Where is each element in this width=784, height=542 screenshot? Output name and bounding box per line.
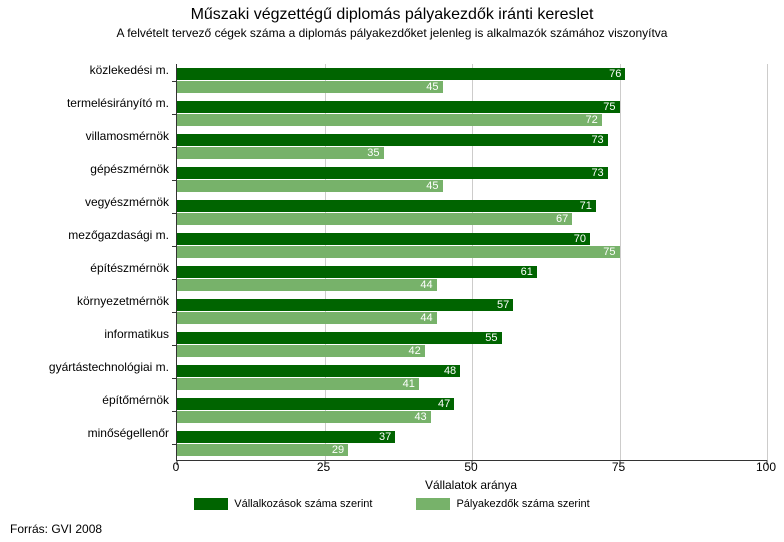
bar-value-label: 73 — [591, 134, 603, 146]
category-row: minőségellenőr3729 — [177, 427, 767, 460]
bar: 42 — [177, 345, 425, 357]
bar: 45 — [177, 81, 443, 93]
y-axis-label: környezetmérnök — [77, 285, 177, 318]
y-axis-label: gépészmérnök — [90, 153, 177, 186]
bar-value-label: 44 — [420, 279, 432, 291]
x-axis-ticks: 0255075100 — [176, 460, 766, 478]
bar: 37 — [177, 431, 395, 443]
bar: 44 — [177, 312, 437, 324]
x-tick-label: 50 — [464, 460, 477, 474]
y-axis-label: villamosmérnök — [86, 120, 177, 153]
legend: Vállalkozások száma szerint Pályakezdők s… — [0, 498, 784, 510]
bar-value-label: 73 — [591, 167, 603, 179]
bar: 72 — [177, 114, 602, 126]
bar: 75 — [177, 246, 620, 258]
x-tick-label: 75 — [612, 460, 625, 474]
bar: 73 — [177, 134, 608, 146]
x-tick-label: 100 — [756, 460, 776, 474]
bar: 67 — [177, 213, 572, 225]
bar-value-label: 71 — [580, 200, 592, 212]
category-row: gyártástechnológiai m.4841 — [177, 361, 767, 394]
category-row: villamosmérnök7335 — [177, 130, 767, 163]
bar-value-label: 29 — [332, 444, 344, 456]
category-row: közlekedési m.7645 — [177, 64, 767, 97]
bar: 70 — [177, 233, 590, 245]
y-axis-label: informatikus — [104, 318, 177, 351]
legend-swatch — [416, 498, 450, 510]
legend-item: Vállalkozások száma szerint — [194, 498, 372, 510]
legend-label: Vállalkozások száma szerint — [234, 498, 372, 510]
bar-value-label: 42 — [409, 345, 421, 357]
chart-subtitle: A felvételt tervező cégek száma a diplom… — [0, 24, 784, 44]
bar-value-label: 75 — [603, 101, 615, 113]
x-axis-title: Vállalatok aránya — [176, 478, 766, 492]
bar-value-label: 75 — [603, 246, 615, 258]
bar: 44 — [177, 279, 437, 291]
category-row: gépészmérnök7345 — [177, 163, 767, 196]
bar-value-label: 47 — [438, 398, 450, 410]
category-row: mezőgazdasági m.7075 — [177, 229, 767, 262]
bar-value-label: 45 — [426, 81, 438, 93]
legend-swatch — [194, 498, 228, 510]
bar-value-label: 43 — [414, 411, 426, 423]
bar-value-label: 37 — [379, 431, 391, 443]
bar-value-label: 72 — [586, 114, 598, 126]
gridline — [767, 64, 768, 460]
bar: 73 — [177, 167, 608, 179]
source-text: Forrás: GVI 2008 — [10, 522, 102, 536]
bar: 75 — [177, 101, 620, 113]
bar: 47 — [177, 398, 454, 410]
bar: 41 — [177, 378, 419, 390]
legend-item: Pályakezdők száma szerint — [416, 498, 589, 510]
chart-title: Műszaki végzettégű diplomás pályakezdők … — [0, 0, 784, 24]
bar-value-label: 48 — [444, 365, 456, 377]
bar: 57 — [177, 299, 513, 311]
category-row: termelésirányító m.7572 — [177, 97, 767, 130]
category-row: informatikus5542 — [177, 328, 767, 361]
y-axis-label: mezőgazdasági m. — [68, 219, 177, 252]
bar: 76 — [177, 68, 625, 80]
y-axis-label: minőségellenőr — [88, 417, 177, 450]
bar-value-label: 44 — [420, 312, 432, 324]
y-axis-label: gyártástechnológiai m. — [49, 351, 177, 384]
bar-value-label: 35 — [367, 147, 379, 159]
category-row: építészmérnök6144 — [177, 262, 767, 295]
bar: 55 — [177, 332, 502, 344]
legend-label: Pályakezdők száma szerint — [456, 498, 589, 510]
bar: 45 — [177, 180, 443, 192]
bar: 43 — [177, 411, 431, 423]
bar-value-label: 57 — [497, 299, 509, 311]
bar-value-label: 70 — [574, 233, 586, 245]
category-row: vegyészmérnök7167 — [177, 196, 767, 229]
y-axis-label: közlekedési m. — [90, 54, 177, 87]
y-axis-label: vegyészmérnök — [85, 186, 177, 219]
bar-value-label: 41 — [403, 378, 415, 390]
x-tick-label: 25 — [317, 460, 330, 474]
bar-value-label: 76 — [609, 68, 621, 80]
bar: 61 — [177, 266, 537, 278]
chart-container: Műszaki végzettégű diplomás pályakezdők … — [0, 0, 784, 542]
bar: 71 — [177, 200, 596, 212]
category-row: építőmérnök4743 — [177, 394, 767, 427]
bar-value-label: 55 — [485, 332, 497, 344]
category-row: környezetmérnök5744 — [177, 295, 767, 328]
bar: 35 — [177, 147, 384, 159]
bar: 29 — [177, 444, 348, 456]
bar-value-label: 67 — [556, 213, 568, 225]
plot-area: közlekedési m.7645termelésirányító m.757… — [176, 64, 767, 461]
y-axis-label: termelésirányító m. — [67, 87, 177, 120]
y-axis-label: építőmérnök — [102, 384, 177, 417]
y-axis-label: építészmérnök — [90, 252, 177, 285]
bar: 48 — [177, 365, 460, 377]
x-tick-label: 0 — [173, 460, 180, 474]
bar-value-label: 61 — [521, 266, 533, 278]
bar-value-label: 45 — [426, 180, 438, 192]
